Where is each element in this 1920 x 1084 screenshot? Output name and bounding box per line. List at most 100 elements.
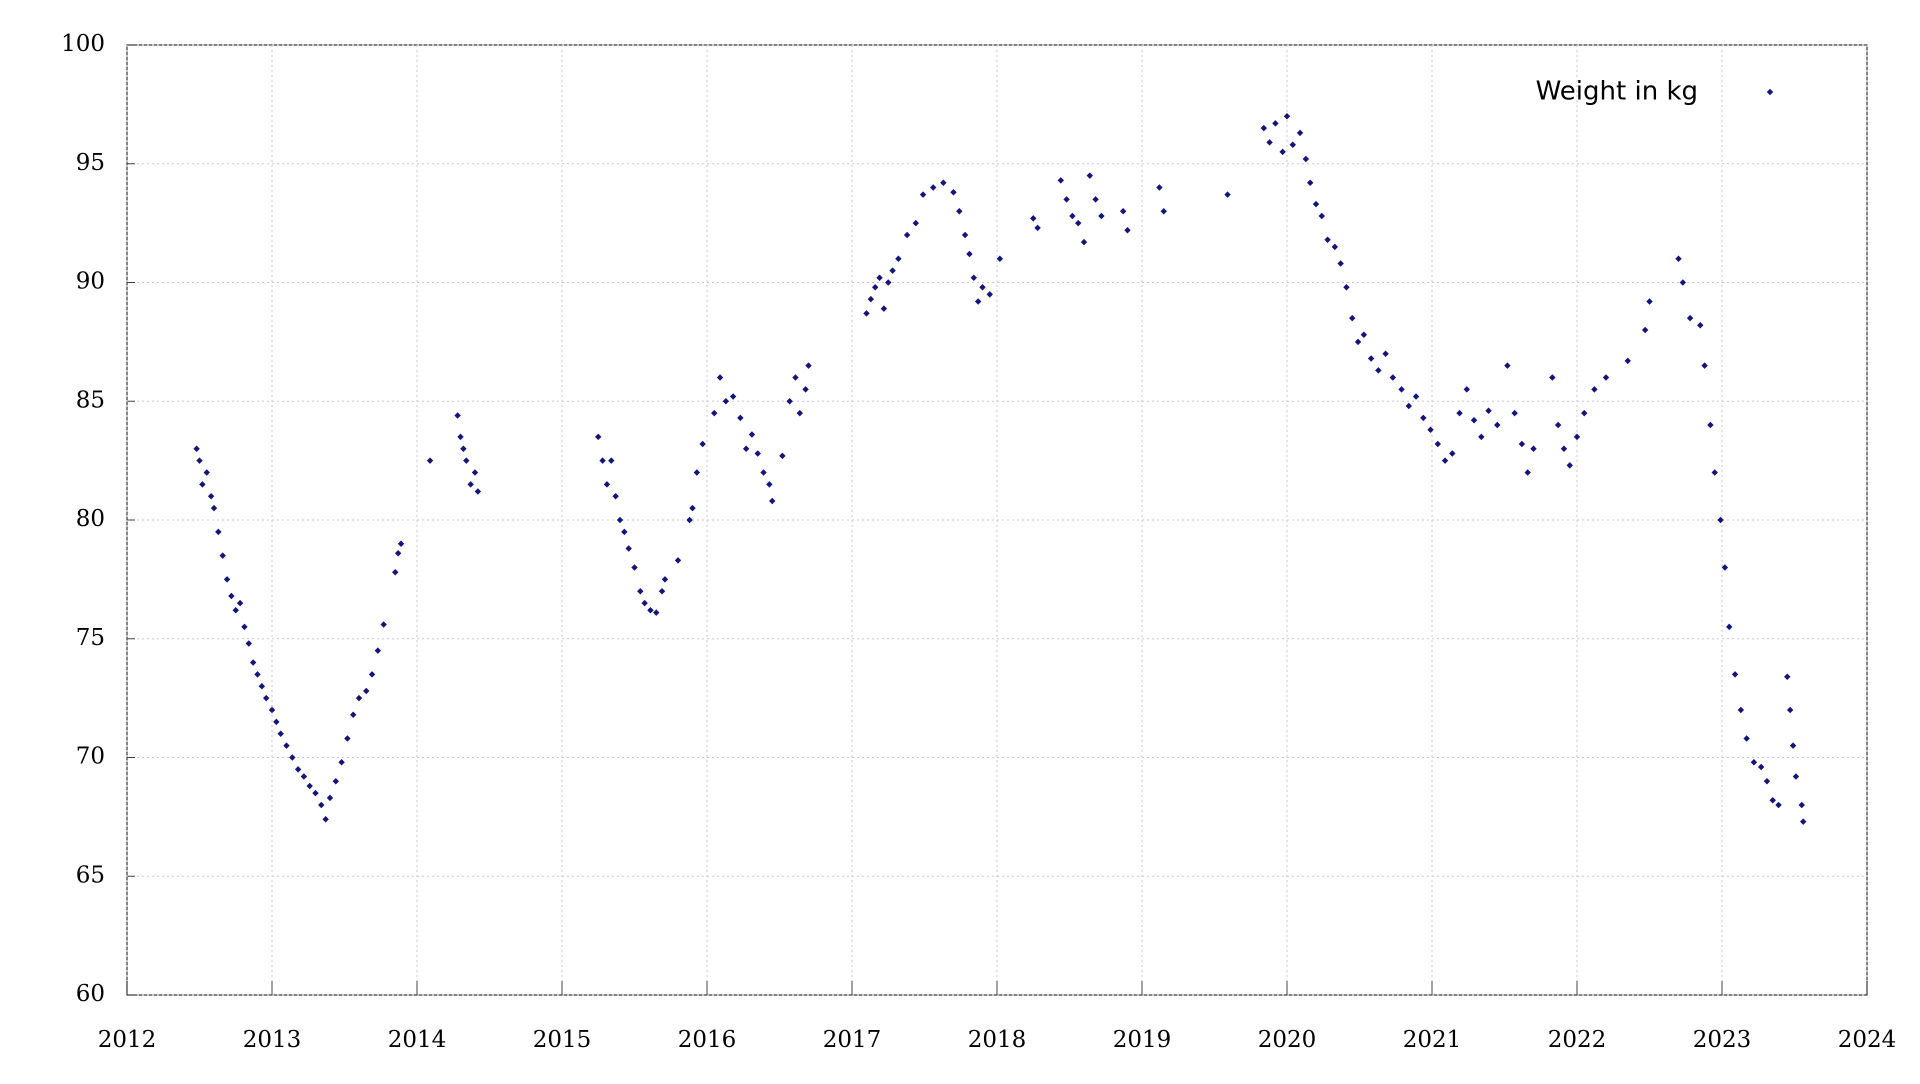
data-point [966,250,973,258]
data-point [970,274,977,281]
data-point [1750,759,1758,766]
data-point [689,504,696,512]
data-point [742,445,750,452]
data-point [612,493,619,500]
data-point [716,374,724,381]
data-point [1721,564,1729,571]
data-point [930,184,937,191]
data-point [1463,386,1470,393]
data-point [241,623,248,631]
data-point [748,431,756,438]
data-point [641,599,648,607]
data-point [674,557,682,564]
data-point [1086,172,1093,179]
data-point [1707,421,1714,429]
data-point [1737,706,1745,714]
data-point [1312,200,1320,208]
data-point [1504,362,1511,369]
data-point [193,445,200,452]
data-point [1511,409,1518,417]
data-point [300,773,308,780]
legend-marker [1766,88,1774,96]
y-tick-label: 60 [76,981,105,1007]
data-point [306,782,313,790]
data-point [974,298,982,305]
data-point [263,694,270,702]
data-point [693,469,701,476]
data-point [686,516,693,524]
data-point [380,621,387,628]
data-point [368,671,376,678]
data-point [1518,440,1526,448]
data-point [322,816,329,823]
data-point [1789,742,1797,749]
data-point [956,208,963,215]
data-point [199,481,206,488]
data-point [392,569,399,576]
data-point [277,730,284,737]
data-point [1434,440,1441,448]
data-point [903,231,911,239]
x-tick-label: 2014 [388,1027,447,1053]
data-point [625,545,632,552]
y-tick-label: 70 [76,744,105,770]
data-point [460,445,467,452]
data-point [1160,208,1167,215]
y-tick-label: 100 [61,31,105,57]
data-point [1367,355,1375,362]
y-tick-label: 65 [76,862,105,888]
data-point [223,576,231,583]
data-point [236,599,244,607]
data-point [1591,386,1598,393]
data-point [599,457,606,464]
data-point [796,409,803,417]
data-point [779,452,786,460]
data-point [326,794,334,802]
data-point [1441,457,1449,464]
data-point [895,255,902,262]
data-point [616,516,624,524]
data-point [1092,196,1099,203]
data-point [363,687,370,695]
data-point [1375,367,1382,374]
data-point [245,640,252,647]
data-point [1360,331,1368,338]
data-point [1034,224,1041,232]
data-point [661,576,669,583]
data-point [889,267,896,274]
x-tick-label: 2018 [968,1027,1027,1053]
data-point [454,412,461,419]
data-point [1717,516,1724,524]
x-tick-label: 2022 [1548,1027,1607,1053]
data-point [1266,139,1273,146]
data-point [1382,350,1389,357]
data-point [1412,393,1420,400]
data-point [203,469,210,476]
data-point [986,291,993,298]
data-point [885,279,892,286]
data-point [355,694,363,702]
data-point [474,488,482,495]
x-tick-label: 2012 [98,1027,157,1053]
data-point [1449,450,1456,457]
data-point [467,481,474,488]
data-point [318,801,325,809]
data-point [254,671,261,678]
data-point [805,362,812,369]
y-tick-label: 75 [76,625,105,651]
data-point [397,540,405,547]
data-point [196,457,203,464]
data-point [312,789,319,797]
data-point [1697,322,1704,329]
data-point [1354,338,1362,346]
data-point [1769,797,1776,804]
data-point [876,274,883,281]
data-point [344,735,351,742]
data-point [979,284,986,291]
x-tick-label: 2021 [1403,1027,1462,1053]
data-point [1800,818,1807,825]
data-point [374,647,382,654]
data-point [1566,462,1573,469]
data-point [631,564,638,571]
